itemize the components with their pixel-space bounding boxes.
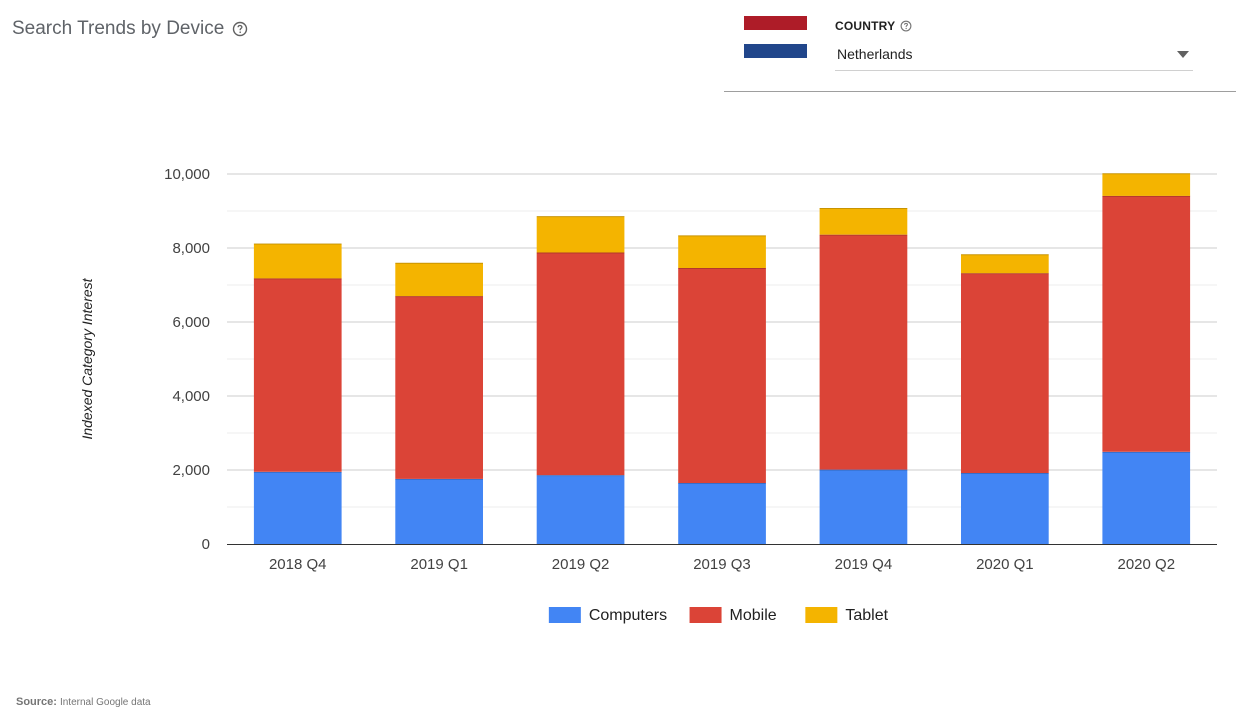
page-header: Search Trends by Device [12,18,248,40]
country-label: COUNTRY [835,19,896,33]
bar-computers-2019-q3[interactable] [678,482,766,544]
legend-swatch-computers[interactable] [548,607,581,623]
netherlands-flag-icon [744,16,807,58]
y-tick-label: 10,000 [164,166,210,183]
bar-mobile-2019-q4[interactable] [819,234,908,470]
country-dropdown[interactable]: Netherlands [835,40,1193,71]
source-label: Source: [16,696,57,708]
legend-label-computers[interactable]: Computers [589,607,667,624]
legend: Computers Mobile Tablet [548,607,889,624]
bar-mobile-2018-q4[interactable] [253,278,342,472]
bar-mobile-2019-q1[interactable] [395,296,483,479]
legend-label-tablet[interactable]: Tablet [845,607,888,624]
country-selected-value: Netherlands [837,46,913,62]
bar-mobile-2019-q2[interactable] [536,252,625,476]
bar-computers-2020-q2[interactable] [1102,451,1191,544]
x-tick-label: 2018 Q4 [269,556,327,573]
x-tick-label: 2019 Q1 [410,556,468,573]
legend-swatch-tablet[interactable] [805,607,838,623]
bar-computers-2020-q1[interactable] [961,473,1049,544]
stacked-bar-chart: 0 2,000 4,000 6,000 8,000 10,000 2018 Q4 2019 Q… [79,166,1217,624]
y-tick-label: 4,000 [172,388,210,405]
chevron-down-icon [1177,51,1189,58]
x-tick-label: 2020 Q1 [976,556,1034,573]
bar-tablet-2019-q1[interactable] [395,262,483,297]
bars [253,173,1191,544]
x-tick-label: 2019 Q4 [835,556,893,573]
bar-tablet-2020-q2[interactable] [1102,173,1191,196]
source-value: Internal Google data [59,697,151,708]
bar-tablet-2019-q4[interactable] [819,208,908,235]
y-tick-label: 8,000 [172,240,210,257]
country-selector-panel: COUNTRY Netherlands [724,0,1236,92]
bar-tablet-2020-q1[interactable] [961,254,1049,274]
help-circle-icon[interactable] [232,21,248,37]
bar-tablet-2018-q4[interactable] [253,243,342,279]
bar-tablet-2019-q3[interactable] [678,235,766,268]
bar-computers-2019-q2[interactable] [536,475,625,544]
bar-computers-2018-q4[interactable] [253,471,342,544]
y-tick-label: 0 [202,536,210,553]
legend-swatch-mobile[interactable] [689,607,722,623]
x-tick-label: 2019 Q2 [552,556,610,573]
legend-label-mobile[interactable]: Mobile [730,607,777,624]
y-tick-label: 6,000 [172,314,210,331]
x-tick-label: 2019 Q3 [693,556,751,573]
y-tick-label: 2,000 [172,462,210,479]
y-axis-title: Indexed Category Interest [79,277,95,439]
source-note: Source: Internal Google data [16,696,151,708]
axes: 0 2,000 4,000 6,000 8,000 10,000 2018 Q4 2019 Q… [164,166,1217,573]
bar-computers-2019-q4[interactable] [819,469,908,544]
country-label-row: COUNTRY [835,19,912,33]
help-circle-icon[interactable] [900,20,912,32]
page-title: Search Trends by Device [12,18,225,39]
bar-mobile-2019-q3[interactable] [678,268,766,483]
bar-mobile-2020-q2[interactable] [1102,195,1191,452]
bar-computers-2019-q1[interactable] [395,478,483,544]
bar-mobile-2020-q1[interactable] [961,273,1049,473]
bar-tablet-2019-q2[interactable] [536,216,625,253]
x-tick-label: 2020 Q2 [1118,556,1176,573]
